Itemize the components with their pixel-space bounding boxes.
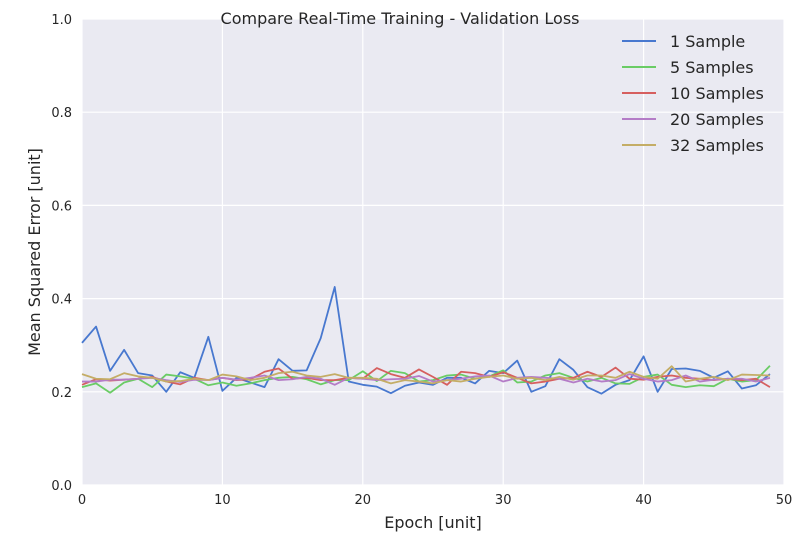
- legend-label: 10 Samples: [670, 84, 764, 103]
- x-axis-label: Epoch [unit]: [384, 513, 482, 532]
- x-tick-label: 20: [355, 493, 372, 508]
- series-lines: [81, 286, 771, 395]
- x-tick-label: 10: [214, 493, 231, 508]
- y-tick-label: 0.4: [51, 293, 72, 308]
- chart-title: Compare Real-Time Training - Validation …: [221, 9, 580, 28]
- legend-label: 5 Samples: [670, 58, 754, 77]
- x-tick-label: 0: [78, 493, 86, 508]
- series-line-32-samples: [81, 365, 770, 385]
- y-tick-label: 0.2: [51, 386, 72, 401]
- legend-label: 32 Samples: [670, 136, 764, 155]
- x-tick-label: 30: [495, 493, 512, 508]
- legend-label: 1 Sample: [670, 32, 745, 51]
- x-tick-label: 50: [776, 493, 793, 508]
- series-line-1-sample: [81, 286, 771, 395]
- y-tick-label: 0.6: [51, 199, 72, 214]
- legend: 1 Sample 5 Samples 10 Samples 20 Samples 32 …: [622, 32, 764, 155]
- y-tick-label: 0.8: [51, 106, 72, 121]
- y-axis-label: Mean Squared Error [unit]: [25, 148, 44, 356]
- x-tick-label: 40: [635, 493, 652, 508]
- y-axis-ticks: 0.0 0.2 0.4 0.6 0.8 1.0: [51, 13, 72, 494]
- x-axis-ticks: 0 10 20 30 40 50: [78, 493, 792, 508]
- y-tick-label: 0.0: [51, 479, 72, 494]
- legend-label: 20 Samples: [670, 110, 764, 129]
- y-tick-label: 1.0: [51, 13, 72, 28]
- plot-background: [82, 19, 784, 485]
- grid-lines: [81, 18, 785, 486]
